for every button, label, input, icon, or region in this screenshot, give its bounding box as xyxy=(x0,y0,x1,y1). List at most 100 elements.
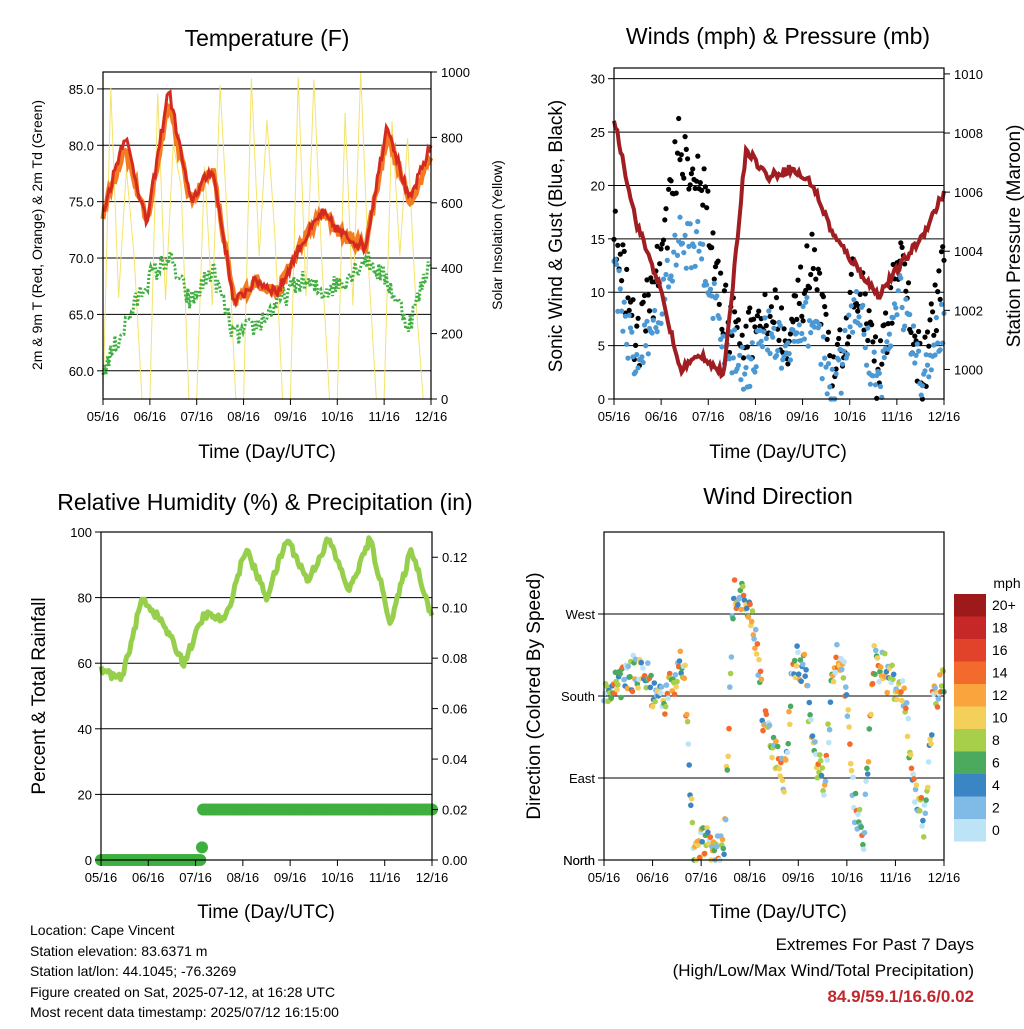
direction-point xyxy=(758,676,765,683)
colorbar-label: 6 xyxy=(992,755,1000,771)
direction-point xyxy=(763,711,770,718)
extremes-title: Extremes For Past 7 Days xyxy=(775,935,974,954)
x-tick-label: 10/16 xyxy=(321,870,354,885)
wind-point xyxy=(801,336,808,342)
direction-point xyxy=(925,784,931,791)
wind-point xyxy=(634,352,640,358)
direction-point xyxy=(745,614,752,620)
y-right-tick-label: 800 xyxy=(441,130,463,145)
gust-point xyxy=(687,182,693,188)
x-tick-label: 11/16 xyxy=(881,409,913,424)
gust-point xyxy=(645,292,651,298)
direction-point xyxy=(665,695,671,701)
x-tick-label: 09/16 xyxy=(274,870,307,885)
direction-point xyxy=(740,583,746,590)
gust-point xyxy=(681,175,687,181)
solar-y-ticks: 0 200 400 600 800 1000 xyxy=(431,65,470,407)
wind-point xyxy=(654,329,660,335)
direction-point xyxy=(824,757,830,763)
direction-point xyxy=(741,597,748,603)
gust-point xyxy=(633,342,639,348)
y-right-tick-label: 200 xyxy=(441,327,463,342)
gust-point xyxy=(912,333,918,339)
gust-point xyxy=(662,217,668,223)
wind-point xyxy=(786,351,792,357)
colorbar-label: 16 xyxy=(992,642,1008,658)
gust-point xyxy=(776,337,782,343)
gust-point xyxy=(672,139,678,145)
wind-point xyxy=(719,344,725,350)
humidity-x-label: Time (Day/UTC) xyxy=(197,902,335,923)
wind-point xyxy=(749,340,755,346)
temperature-x-label: Time (Day/UTC) xyxy=(198,442,336,463)
gust-point xyxy=(643,328,649,334)
wind-point xyxy=(693,229,700,235)
wind-point xyxy=(938,301,945,307)
y-right-tick-label: 1000 xyxy=(954,362,983,377)
wind-point xyxy=(761,329,767,335)
gust-point xyxy=(646,308,653,314)
direction-point xyxy=(803,667,809,673)
x-tick-label: 07/16 xyxy=(179,870,212,885)
direction-point xyxy=(937,672,943,678)
wind-point xyxy=(820,334,827,340)
gust-point xyxy=(621,248,627,254)
solar-y-label: Solar Insolation (Yellow) xyxy=(489,160,505,310)
wind-point xyxy=(666,284,672,290)
wind-point xyxy=(877,383,884,390)
wind-point xyxy=(649,330,655,336)
wind-point xyxy=(753,364,759,370)
direction-point xyxy=(920,834,927,840)
y-tick-label: 0 xyxy=(598,392,605,407)
wind-point xyxy=(916,348,922,354)
wind-point xyxy=(860,302,866,308)
direction-x-ticks: 05/16 06/16 07/16 08/16 09/16 10/16 11/16 12/16 xyxy=(588,860,960,885)
direction-point xyxy=(751,636,757,642)
gust-point xyxy=(870,339,876,345)
wind-point xyxy=(912,360,918,366)
colorbar-swatch xyxy=(954,706,986,729)
direction-point xyxy=(797,657,804,663)
wind-point xyxy=(681,250,687,256)
wind-point xyxy=(752,369,758,375)
wind-point xyxy=(735,362,742,368)
direction-point xyxy=(688,796,695,802)
direction-point xyxy=(899,678,906,684)
y-tick-label: 0 xyxy=(85,853,92,868)
wind-point xyxy=(645,351,651,357)
gust-point xyxy=(809,231,815,237)
gust-point xyxy=(874,395,880,401)
gust-points xyxy=(611,115,947,402)
gust-point xyxy=(820,294,827,300)
direction-point xyxy=(868,711,874,718)
y-tick-label: 25 xyxy=(591,125,605,140)
gust-point xyxy=(673,190,679,196)
wind-point xyxy=(747,383,753,389)
wind-point xyxy=(886,331,893,337)
precipitation-points xyxy=(95,803,438,866)
x-tick-label: 06/16 xyxy=(645,409,678,424)
direction-point xyxy=(919,823,925,829)
speed-colorbar: 20+ 18 16 14 12 10 8 6 4 2 0 xyxy=(954,594,1016,842)
gust-point xyxy=(695,153,701,159)
wind-point xyxy=(827,384,833,390)
direction-point xyxy=(787,721,793,728)
y-right-tick-label: 1002 xyxy=(954,303,983,318)
wind-point xyxy=(682,232,688,238)
direction-point xyxy=(804,682,811,689)
gust-point xyxy=(744,344,750,350)
wind-point xyxy=(899,304,905,311)
wind-point xyxy=(758,338,764,344)
wind-point xyxy=(620,328,626,334)
wind-point xyxy=(674,252,681,258)
direction-point xyxy=(793,663,800,669)
wind-point xyxy=(770,334,776,340)
wind-point xyxy=(893,305,899,311)
gust-point xyxy=(872,334,879,340)
wind-point xyxy=(931,342,937,348)
gust-point xyxy=(847,289,853,295)
gust-point xyxy=(704,205,710,211)
wind-point xyxy=(824,391,830,397)
y-tick-label: North xyxy=(563,853,595,868)
direction-point xyxy=(806,699,813,706)
